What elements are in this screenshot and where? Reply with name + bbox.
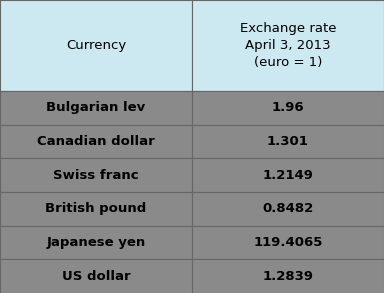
Text: Exchange rate
April 3, 2013
(euro = 1): Exchange rate April 3, 2013 (euro = 1) [240,22,336,69]
Bar [0,91,192,125]
Text: 1.2839: 1.2839 [263,270,313,283]
Bar [192,91,384,125]
Bar [0,259,192,293]
Text: US dollar: US dollar [62,270,130,283]
Bar [192,226,384,259]
Bar [0,192,192,226]
Bar [0,125,192,158]
Text: 1.2149: 1.2149 [263,168,313,182]
Bar [0,158,192,192]
Text: Canadian dollar: Canadian dollar [37,135,155,148]
Text: British pound: British pound [45,202,147,215]
Text: Swiss franc: Swiss franc [53,168,139,182]
Bar [192,158,384,192]
Bar [0,226,192,259]
Bar [0,0,192,91]
Bar [192,125,384,158]
Text: Japanese yen: Japanese yen [46,236,146,249]
Bar [192,259,384,293]
Text: Bulgarian lev: Bulgarian lev [46,101,146,114]
Text: Currency: Currency [66,39,126,52]
Text: 1.301: 1.301 [267,135,309,148]
Text: 119.4065: 119.4065 [253,236,323,249]
Bar [192,192,384,226]
Text: 0.8482: 0.8482 [262,202,314,215]
Text: 1.96: 1.96 [272,101,304,114]
Bar [192,0,384,91]
